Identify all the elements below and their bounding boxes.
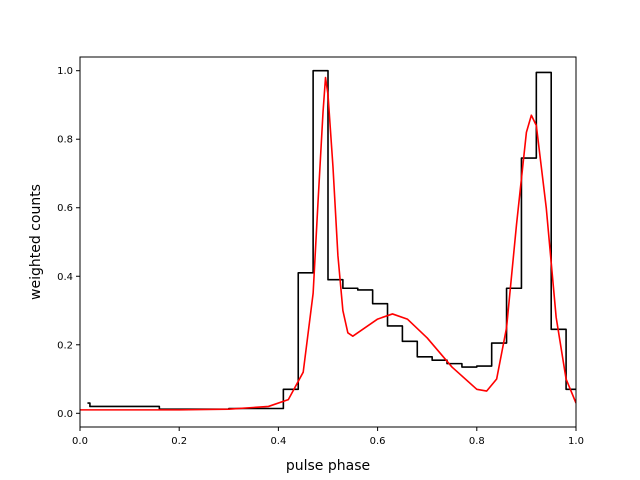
x-axis-title: pulse phase bbox=[286, 458, 370, 474]
model-curve-series bbox=[80, 76, 576, 411]
x-tick-label: 0.4 bbox=[270, 436, 286, 447]
plot-frame bbox=[79, 56, 577, 428]
y-tick-label: 0.0 bbox=[57, 409, 73, 420]
x-tick-label: 0.0 bbox=[72, 436, 88, 447]
y-tick-label: 0.4 bbox=[57, 272, 73, 283]
plot-area bbox=[79, 56, 577, 428]
y-tick-label: 1.0 bbox=[57, 66, 73, 77]
y-axis: 0.0 0.2 0.4 0.6 0.8 1.0 bbox=[57, 66, 80, 420]
y-tick-label: 0.8 bbox=[57, 135, 73, 146]
y-axis-title: weighted counts bbox=[28, 184, 44, 300]
y-tick-label: 0.6 bbox=[57, 203, 73, 214]
x-tick-label: 1.0 bbox=[568, 436, 584, 447]
histogram-series bbox=[87, 69, 576, 410]
x-axis: 0.0 0.2 0.4 0.6 0.8 1.0 bbox=[72, 427, 584, 447]
y-tick-label: 0.2 bbox=[57, 340, 73, 351]
x-tick-label: 0.2 bbox=[171, 436, 187, 447]
x-tick-label: 0.8 bbox=[469, 436, 485, 447]
x-tick-label: 0.6 bbox=[370, 436, 386, 447]
